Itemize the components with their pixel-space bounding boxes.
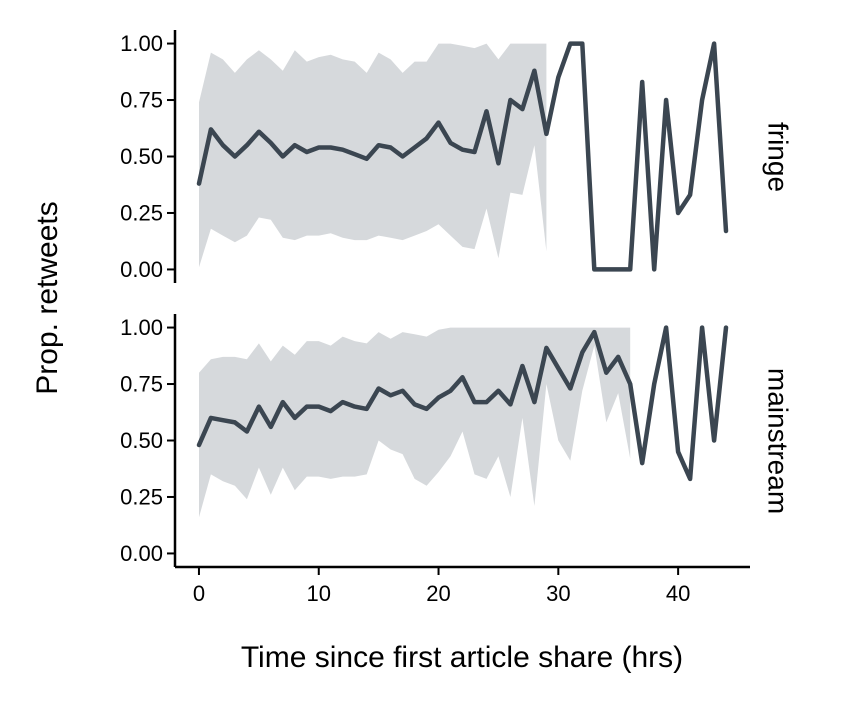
x-tick-label: 0	[193, 581, 205, 606]
series-line-fringe	[196, 41, 729, 272]
y-tick-label: 0.00	[120, 257, 163, 282]
x-axis: 0 10 20 30 40	[175, 565, 750, 606]
x-tick-label: 30	[546, 581, 570, 606]
y-tick-label: 1.00	[120, 31, 163, 56]
y-tick-label: 0.00	[120, 541, 163, 566]
y-tick-label: 1.00	[120, 315, 163, 340]
strip-label-fringe: fringe	[763, 122, 794, 192]
y-tick-label: 0.75	[120, 88, 163, 113]
x-tick-label: 10	[307, 581, 331, 606]
y-tick-label: 0.50	[120, 428, 163, 453]
y-axis-title: Prop. retweets	[31, 201, 64, 394]
y-tick-label: 0.25	[120, 484, 163, 509]
y-tick-label: 0.50	[120, 144, 163, 169]
strip-label-mainstream: mainstream	[763, 368, 794, 514]
confidence-band-mainstream	[199, 327, 631, 518]
y-tick-label: 0.25	[120, 200, 163, 225]
series-line-mainstream	[196, 325, 729, 482]
facet-fringe: 0.00 0.25 0.50 0.75 1.00 fringe	[120, 30, 794, 283]
confidence-band-fringe	[199, 43, 547, 268]
x-tick-label: 20	[426, 581, 450, 606]
x-axis-title: Time since first article share (hrs)	[241, 641, 683, 674]
x-tick-label: 40	[666, 581, 690, 606]
y-tick-label: 0.75	[120, 372, 163, 397]
facet-mainstream: 0.00 0.25 0.50 0.75 1.00 mainstream	[120, 314, 794, 567]
